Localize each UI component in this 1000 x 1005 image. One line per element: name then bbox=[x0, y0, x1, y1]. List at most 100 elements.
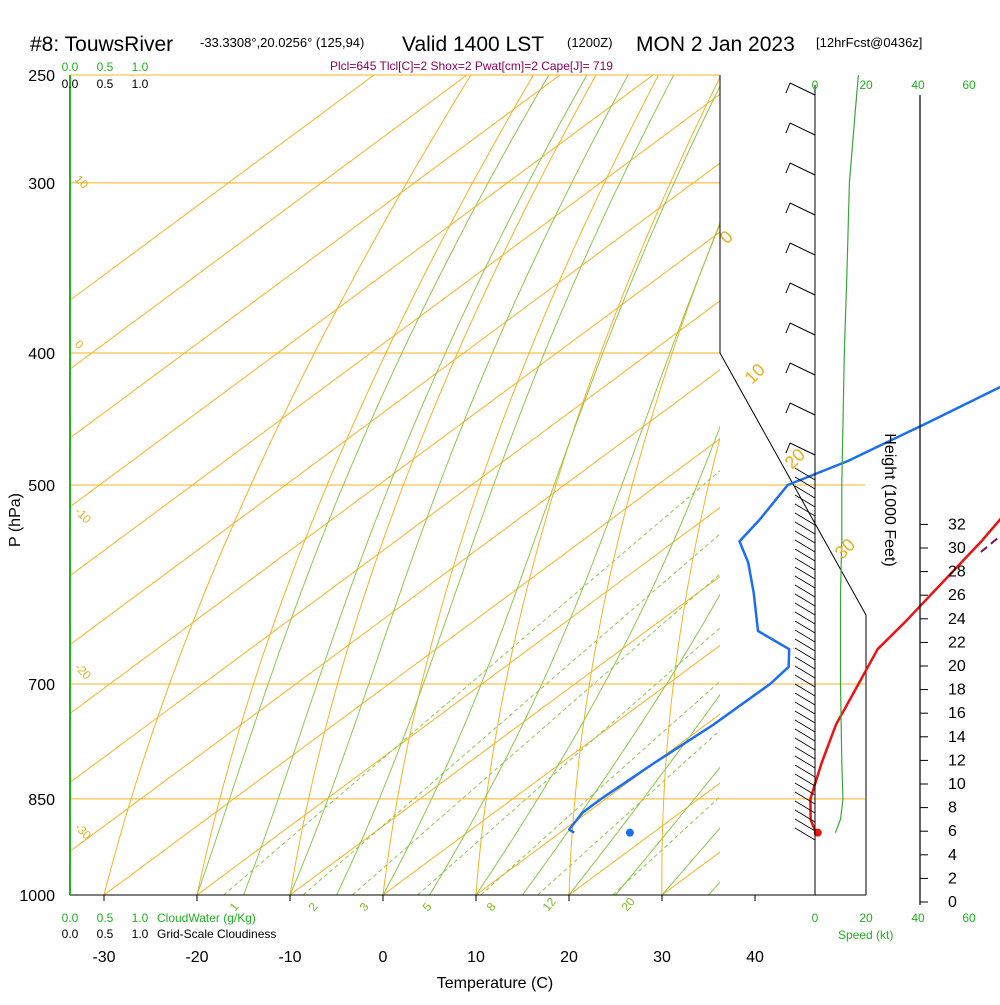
wind-barb bbox=[795, 630, 815, 642]
temperature-tick-label: 40 bbox=[746, 949, 764, 966]
wind-barb bbox=[795, 522, 815, 534]
cloudiness-label: Grid-Scale Cloudiness bbox=[157, 927, 276, 941]
mixing-ratio-label: 2 bbox=[306, 900, 321, 914]
wind-barb bbox=[795, 531, 815, 543]
wind-barb bbox=[790, 243, 815, 255]
mixing-ratio-line bbox=[224, 353, 859, 895]
wind-barb bbox=[786, 243, 790, 253]
temperature-tick-label: 20 bbox=[560, 949, 578, 966]
wind-barb bbox=[795, 549, 815, 561]
speed-tick-label: 0 bbox=[812, 78, 819, 92]
speed-tick-label: 40 bbox=[911, 78, 925, 92]
cloudwater-tick-label: 0.5 bbox=[97, 911, 114, 925]
wind-barb bbox=[795, 720, 815, 732]
mixing-ratio-label: 12 bbox=[540, 894, 560, 913]
temperature-tick-label: -30 bbox=[92, 949, 115, 966]
forecast-run: [12hrFcst@0436z] bbox=[816, 35, 922, 50]
cloudiness-tick-label: 1.0 bbox=[132, 927, 149, 941]
speed-tick-label: 20 bbox=[859, 78, 873, 92]
wind-barb bbox=[790, 123, 815, 135]
isotherm-label: 10 bbox=[741, 360, 769, 388]
wind-barb bbox=[795, 657, 815, 669]
height-tick-label: 26 bbox=[948, 587, 966, 604]
mixing-ratio-label: 8 bbox=[484, 900, 499, 914]
wind-barb bbox=[795, 576, 815, 588]
height-tick-label: 20 bbox=[948, 658, 966, 675]
temperature-tick-label: 10 bbox=[467, 949, 485, 966]
height-tick-label: 8 bbox=[948, 800, 957, 817]
wind-barb bbox=[795, 702, 815, 714]
cloudwater-tick-label: 0.0 bbox=[62, 60, 79, 74]
station-title: #8: TouwsRiver bbox=[30, 33, 173, 56]
temperature-tick-label: -10 bbox=[278, 949, 301, 966]
temperature-tick-label: -20 bbox=[185, 949, 208, 966]
height-tick-label: 14 bbox=[948, 729, 966, 746]
cloudwater-tick-label: 1.0 bbox=[132, 911, 149, 925]
cloudwater-label: CloudWater (g/Kg) bbox=[157, 911, 256, 925]
isotherm-line bbox=[941, 75, 1000, 895]
mixing-ratio-line bbox=[418, 353, 1000, 895]
y-axis-label: P (hPa) bbox=[7, 493, 24, 547]
forecast-date: MON 2 Jan 2023 bbox=[636, 33, 795, 56]
wind-barb bbox=[790, 283, 815, 295]
speed-tick-label: 60 bbox=[962, 78, 976, 92]
height-tick-label: 4 bbox=[948, 847, 957, 864]
grid-layer bbox=[0, 75, 1000, 895]
wind-barb bbox=[795, 684, 815, 696]
cloudwater-tick-label: 1.0 bbox=[132, 60, 149, 74]
mixing-ratio-label: 5 bbox=[420, 900, 435, 914]
wind-barb bbox=[786, 403, 790, 413]
wind-barb bbox=[795, 747, 815, 759]
cloudiness-tick-label: 0.0 bbox=[62, 77, 79, 91]
wind-barb bbox=[795, 666, 815, 678]
isotherm-label: -30 bbox=[72, 820, 94, 842]
wind-barb bbox=[795, 810, 815, 822]
wind-barb bbox=[795, 612, 815, 624]
wind-barb bbox=[790, 203, 815, 215]
wind-barb bbox=[786, 363, 790, 373]
wind-barb bbox=[786, 123, 790, 133]
pressure-tick-label: 850 bbox=[28, 792, 55, 809]
mixing-ratio-line bbox=[538, 353, 1000, 895]
wind-barb bbox=[795, 756, 815, 768]
parcel-profile-line bbox=[981, 121, 1000, 553]
wind-barb bbox=[795, 603, 815, 615]
wind-barb bbox=[795, 693, 815, 705]
wind-barb bbox=[786, 283, 790, 293]
height-tick-label: 12 bbox=[948, 752, 966, 769]
wind-barb bbox=[795, 639, 815, 651]
dewpoint-surface-point bbox=[626, 829, 634, 837]
wind-barb bbox=[795, 585, 815, 597]
wind-barb bbox=[795, 765, 815, 777]
wind-barb bbox=[786, 83, 790, 93]
speed-tick-label: 40 bbox=[911, 911, 925, 925]
wind-barb bbox=[795, 801, 815, 813]
wind-barb bbox=[795, 567, 815, 579]
wind-barb bbox=[795, 828, 815, 840]
height-tick-label: 24 bbox=[948, 611, 966, 628]
temperature-profile-line bbox=[810, 121, 1000, 833]
wind-barb bbox=[795, 783, 815, 795]
wind-barb bbox=[786, 163, 790, 173]
wind-barb bbox=[790, 323, 815, 335]
speed-axis-label: Speed (kt) bbox=[838, 928, 893, 942]
x-axis-label: Temperature (C) bbox=[437, 975, 553, 992]
pressure-tick-label: 300 bbox=[28, 176, 55, 193]
mixing-ratio-line bbox=[613, 353, 1000, 895]
cloudiness-tick-label: 0.5 bbox=[97, 77, 114, 91]
isotherm-label: 10 bbox=[72, 172, 92, 192]
height-tick-label: 30 bbox=[948, 540, 966, 557]
height-tick-label: 10 bbox=[948, 776, 966, 793]
plot-frame-slant bbox=[720, 353, 866, 895]
isotherm-label: -20 bbox=[72, 660, 94, 682]
pressure-tick-label: 1000 bbox=[19, 888, 55, 905]
wind-barb bbox=[795, 558, 815, 570]
height-tick-label: 16 bbox=[948, 705, 966, 722]
speed-tick-label: 60 bbox=[962, 911, 976, 925]
wind-barb bbox=[795, 711, 815, 723]
valid-time: Valid 1400 LST bbox=[402, 33, 544, 56]
pressure-tick-label: 400 bbox=[28, 346, 55, 363]
wind-barb bbox=[790, 163, 815, 175]
